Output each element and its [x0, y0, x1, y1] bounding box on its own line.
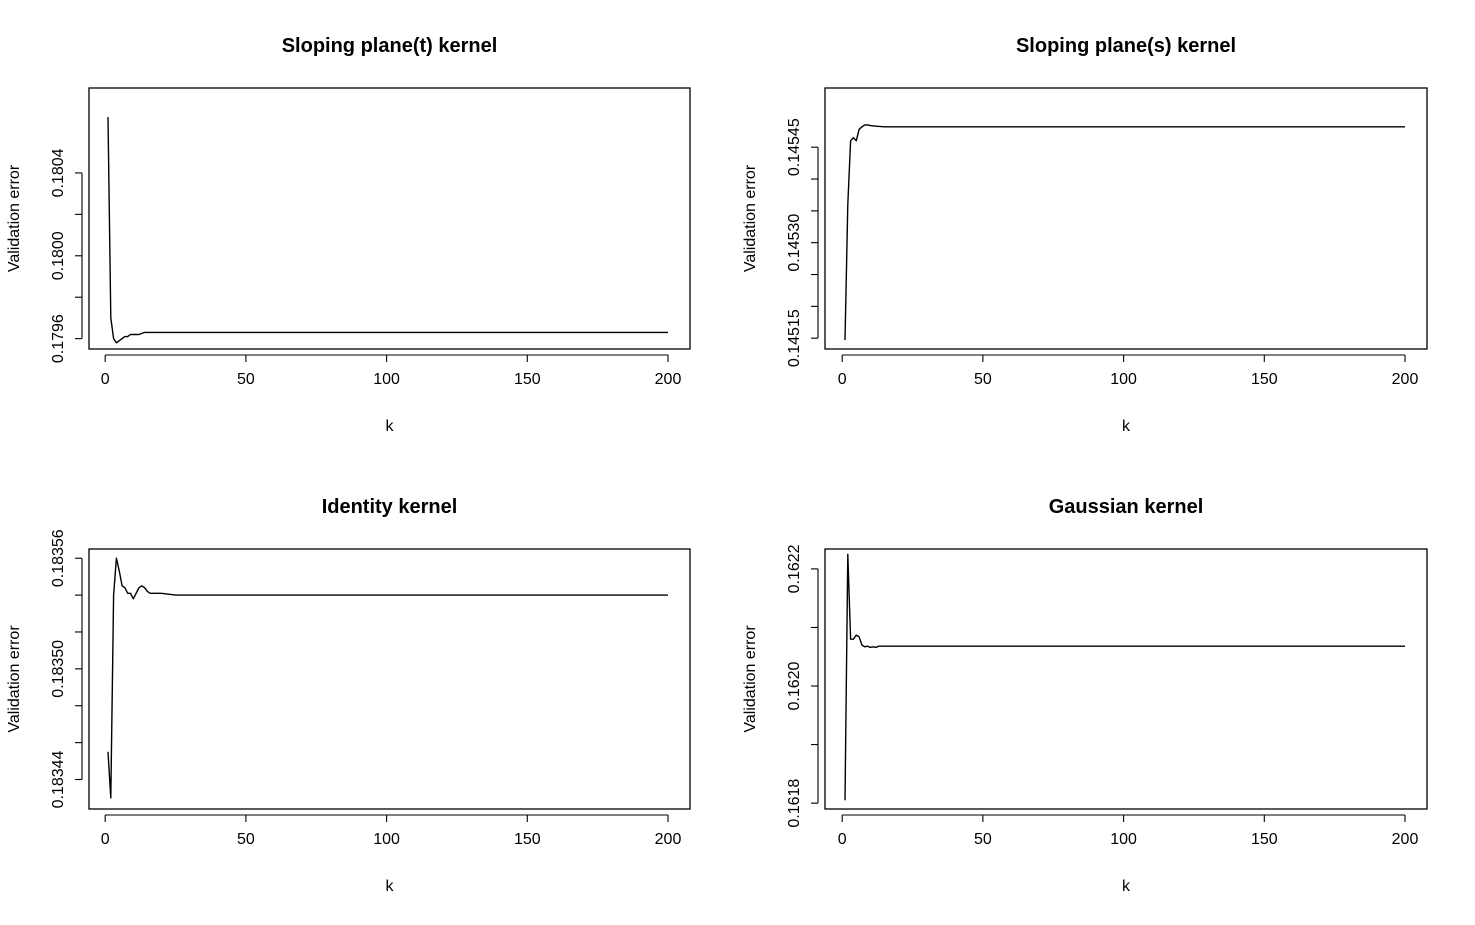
- x-axis-label: k: [386, 418, 395, 435]
- chart-panel-1: Sloping plane(t) kernel 0 50 100 150 200 k 0.17…: [6, 35, 691, 435]
- y-tick-label: 0.18356: [50, 529, 67, 587]
- x-tick-label: 50: [974, 371, 992, 388]
- plot-frame: [824, 87, 1428, 350]
- y-tick-label: 0.14530: [786, 214, 803, 272]
- x-tick-label: 50: [974, 831, 992, 848]
- chart-title: Sloping plane(s) kernel: [1016, 35, 1236, 57]
- y-tick-label: 0.1622: [786, 544, 803, 593]
- x-tick-label: 100: [373, 371, 400, 388]
- x-tick-label: 0: [101, 831, 110, 848]
- y-tick-label: 0.1618: [786, 779, 803, 828]
- x-tick-label: 200: [655, 371, 682, 388]
- plot-frame: [824, 548, 1428, 810]
- plot-frame: [88, 87, 691, 350]
- chart-panel-3: Identity kernel 0 50 100 150 200 k 0.18344 0.183…: [6, 496, 691, 895]
- series-line: [107, 116, 668, 344]
- x-tick-label: 0: [838, 371, 847, 388]
- x-tick-label: 50: [237, 371, 255, 388]
- y-tick-label: 0.1804: [50, 148, 67, 197]
- x-axis-label: k: [1122, 878, 1131, 895]
- x-tick-label: 50: [237, 831, 255, 848]
- x-tick-label: 100: [1110, 831, 1137, 848]
- y-tick-label: 0.14515: [786, 309, 803, 367]
- x-tick-label: 200: [1392, 371, 1419, 388]
- chart-title: Sloping plane(t) kernel: [282, 35, 498, 57]
- chart-panel-2: Sloping plane(s) kernel 0 50 100 150 200 k 0.14…: [742, 35, 1428, 435]
- x-tick-label: 150: [514, 371, 541, 388]
- y-tick-label: 0.14545: [786, 118, 803, 176]
- x-axis-label: k: [1122, 418, 1131, 435]
- x-tick-label: 200: [655, 831, 682, 848]
- chart-title: Identity kernel: [322, 496, 458, 518]
- x-tick-label: 0: [101, 371, 110, 388]
- x-tick-label: 0: [838, 831, 847, 848]
- y-tick-label: 0.1796: [50, 314, 67, 363]
- plot-frame: [88, 548, 691, 810]
- y-tick-label: 0.18350: [50, 640, 67, 698]
- chart-title: Gaussian kernel: [1049, 496, 1204, 518]
- y-tick-label: 0.18344: [50, 750, 67, 808]
- x-tick-label: 150: [1251, 831, 1278, 848]
- x-tick-label: 150: [514, 831, 541, 848]
- x-tick-label: 200: [1392, 831, 1419, 848]
- x-tick-label: 150: [1251, 371, 1278, 388]
- y-axis-label: Validation error: [6, 625, 23, 733]
- x-tick-label: 100: [373, 831, 400, 848]
- x-axis-label: k: [386, 878, 395, 895]
- y-tick-label: 0.1620: [786, 661, 803, 710]
- y-axis-label: Validation error: [742, 625, 759, 733]
- y-axis-label: Validation error: [742, 164, 759, 272]
- y-axis-label: Validation error: [6, 164, 23, 272]
- series-line: [107, 557, 668, 799]
- series-line: [844, 553, 1405, 801]
- x-tick-label: 100: [1110, 371, 1137, 388]
- chart-panel-4: Gaussian kernel 0 50 100 150 200 k 0.1618 0.1620…: [742, 496, 1428, 895]
- y-tick-label: 0.1800: [50, 231, 67, 280]
- series-line: [844, 124, 1405, 341]
